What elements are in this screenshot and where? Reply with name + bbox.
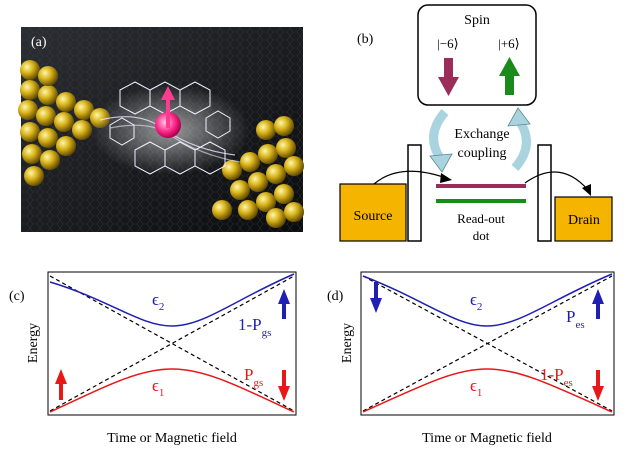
panel-a: (a) <box>18 27 304 232</box>
coupling-label-line2: coupling <box>458 146 507 161</box>
panel-d-prob-lower-sub: es <box>564 377 573 389</box>
source-label: Source <box>354 209 393 224</box>
spin-plus-label: |+6⟩ <box>498 36 520 51</box>
panel-a-label: (a) <box>31 35 47 50</box>
spin-minus-label: |−6⟩ <box>437 36 459 51</box>
panel-c-xlabel: Time or Magnetic field <box>107 431 237 446</box>
panel-c: (c) Energy Time or Magnetic field ϵ2 ϵ1 … <box>9 272 296 446</box>
panel-b: (b) Spin |−6⟩ |+6⟩ Exchange coupling Sou… <box>340 5 612 243</box>
panel-c-prob-upper: 1-P <box>238 315 262 334</box>
readout-label-line1: Read-out <box>457 211 505 226</box>
panel-d: (d) Energy Time or Magnetic field ϵ2 ϵ1 … <box>327 272 614 446</box>
panel-d-prob-lower: 1-P <box>540 365 564 384</box>
tunnel-arrow-out <box>525 172 591 196</box>
panel-c-frame <box>48 272 296 415</box>
panel-d-eps1-sub: 1 <box>477 387 483 399</box>
coupling-label-line1: Exchange <box>454 127 509 142</box>
spin-title: Spin <box>464 13 490 28</box>
panel-d-prob-upper: P <box>566 307 575 326</box>
panel-c-prob-lower-sub: gs <box>253 377 263 389</box>
panel-c-ylabel: Energy <box>26 323 41 363</box>
panel-d-xlabel: Time or Magnetic field <box>422 431 552 446</box>
panel-d-eps2-sub: 2 <box>477 301 483 313</box>
panel-c-prob-lower: P <box>244 365 253 384</box>
panel-c-prob-upper-sub: gs <box>262 327 272 339</box>
panel-b-label: (b) <box>357 32 374 47</box>
panel-c-label: (c) <box>9 289 25 304</box>
drain-label: Drain <box>568 213 600 228</box>
right-barrier <box>538 145 551 241</box>
left-barrier <box>408 145 421 241</box>
readout-label-line2: dot <box>473 228 490 243</box>
panel-c-eps2-sub: 2 <box>159 301 165 313</box>
panel-c-eps1-sub: 1 <box>159 387 165 399</box>
panel-d-ylabel: Energy <box>340 323 355 363</box>
panel-d-prob-upper-sub: es <box>575 319 584 331</box>
panel-d-label: (d) <box>327 289 344 304</box>
